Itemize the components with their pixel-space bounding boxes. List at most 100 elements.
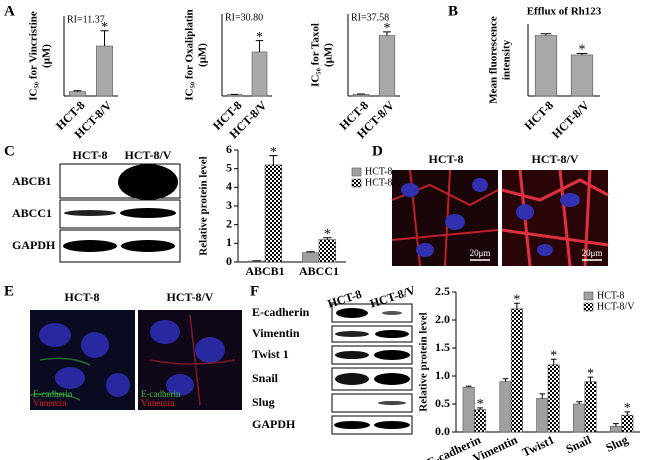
y-axis-label: IC₅₀ for Vincristine [28,11,40,101]
legend-label: HCT-8/V [597,301,635,312]
y-axis-label: (μM) [41,44,53,68]
nucleus [39,323,71,347]
significance: * [101,20,108,35]
nucleus [472,178,488,192]
stain-label: Vimentin [33,398,67,408]
band [335,373,369,385]
blot-c: HCT-8 HCT-8/V ABCB1 ABCC1 GAPDH [12,148,181,263]
y-tick-label: 2 [226,216,232,230]
nucleus [195,337,225,363]
x-tick-label: HCT-8/V [549,98,592,141]
stain [391,169,499,267]
band [63,240,117,252]
blot-f: HCT-8 HCT-8/V E-cadherin Vimentin Twist … [252,283,417,435]
bar [378,35,396,97]
blot-frame [331,345,413,365]
scale-label: 20μm [470,248,491,258]
y-tick-label: 3 [226,198,232,212]
significance: * [256,30,263,45]
y-tick-label: 2.0 [435,312,450,326]
blot-row: ABCC1 [12,206,52,220]
nucleus [560,193,580,207]
y-tick-label: 1.0 [435,368,450,382]
band [375,330,409,338]
y-axis-label: IC₅₀ for Oxaliplatin [184,9,196,100]
legend-label: HCT-8 [597,290,624,301]
band [120,208,176,218]
blot-row: Vimentin [252,326,300,340]
blot-row: GAPDH [252,417,296,431]
band [335,331,369,337]
error-bar [323,237,332,240]
band [335,351,369,359]
bar [301,252,320,263]
chart-title: Efflux of Rh123 [527,6,602,18]
bar [251,51,268,97]
significance: * [384,21,391,36]
stain-label: Vimentin [141,398,175,408]
x-tick-label: Slug [604,433,630,455]
band [374,350,410,360]
blot-frame [59,163,181,199]
error-bar [576,53,588,55]
blot-row: Twist 1 [252,347,289,361]
band [374,421,410,429]
error-bar [550,358,557,365]
error-bar [306,251,315,253]
annotation: RI=37.58 [351,12,389,23]
bar [536,398,549,433]
y-tick-label: 6 [226,142,232,156]
significance: * [270,145,277,160]
bar [96,45,113,97]
error-bar [613,423,619,427]
legend-label: HCT-8/V [365,177,403,188]
scale-label: 20μm [582,248,603,258]
y-tick-label: 0.0 [435,424,450,438]
y-tick-label: 0.5 [435,396,450,410]
y-axis-label: IC₅₀ for Taxol [310,23,322,87]
image-title: HCT-8 [429,152,464,166]
error-bar [540,33,552,36]
y-axis-label: (μM) [197,43,209,67]
nucleus [416,243,434,257]
nucleus [445,214,465,230]
nucleus [150,320,180,344]
y-axis-label: intensity [501,39,513,80]
blot-frame [331,303,413,323]
x-tick-label: ABCC1 [299,264,339,278]
nucleus [106,373,130,397]
blot-row: Snail [252,371,279,385]
error-bar [477,407,483,410]
band [64,210,116,216]
significance: * [587,366,594,381]
band [382,311,402,315]
x-tick-label: Snail [564,432,594,456]
blot-frame [331,325,413,343]
band [121,240,175,252]
panel-label: B [448,3,458,19]
bar [69,91,86,97]
panel-label: C [4,143,15,159]
y-axis-label: Mean fluorescence [488,16,500,104]
nucleus [55,367,85,389]
significance: * [550,348,557,363]
blot-row: E-cadherin [252,305,310,319]
bar [247,260,266,263]
y-tick-label: 1.5 [435,340,450,354]
significance: * [477,397,484,412]
blot-row: ABCB1 [12,174,51,188]
bar [462,386,475,433]
y-axis-label: Relative protein level [418,312,430,411]
y-tick-label: 5 [226,160,232,174]
bar [264,164,283,263]
error-bar [465,385,472,388]
image-title: HCT-8/V [167,290,214,304]
error-bar [514,302,520,309]
blot-frame [59,199,181,229]
error-bar [100,30,109,46]
panel-label: E [4,283,14,299]
y-axis-label: (μM) [323,43,335,67]
blot-column: HCT-8 [73,148,108,162]
bar [621,414,634,433]
legend-swatch [351,167,362,177]
